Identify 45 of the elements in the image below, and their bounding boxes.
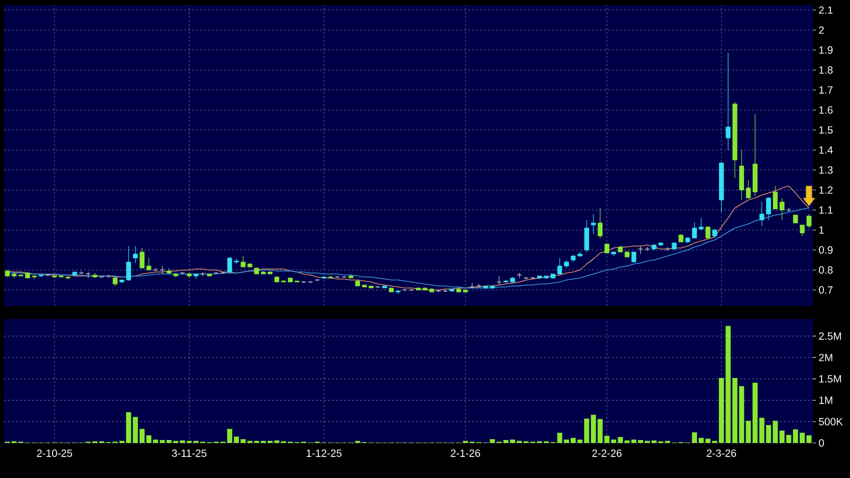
- candlestick: [726, 52, 731, 150]
- y-tick-label: 1: [819, 226, 824, 234]
- y-tick-label: 1.8: [819, 66, 833, 74]
- candlestick: [706, 226, 710, 240]
- candlestick: [598, 208, 603, 238]
- y-tick-label: 2.1: [819, 6, 833, 14]
- x-tick-label: 2-3-26: [706, 450, 736, 457]
- y-tick-label: 1.5: [819, 126, 833, 134]
- x-tick-label: 2-10-25: [37, 450, 72, 457]
- candlestick: [79, 270, 84, 274]
- candlestick: [240, 256, 246, 268]
- x-tick-label: 2-1-26: [450, 450, 480, 457]
- candlestick: [153, 268, 158, 272]
- y-tick-label: 2M: [819, 354, 832, 362]
- y-tick-label: 1.7: [819, 86, 833, 94]
- candlestick: [584, 220, 590, 252]
- candlestick: [665, 246, 670, 252]
- candlestick: [739, 150, 744, 200]
- x-tick-label: 2-2-26: [592, 450, 622, 457]
- candlestick: [591, 214, 596, 234]
- y-tick-label: 0: [818, 439, 824, 447]
- x-tick-label: 1-12-25: [306, 450, 342, 457]
- y-tick-label: 1.4: [819, 146, 833, 154]
- x-tick-label: 3-11-25: [172, 450, 206, 457]
- candlestick: [631, 252, 636, 262]
- candlestick: [132, 246, 138, 264]
- y-tick-label: 0.8: [818, 266, 833, 274]
- y-tick-label: 2.5M: [819, 332, 841, 340]
- y-tick-label: 1.9: [819, 46, 833, 54]
- y-tick-label: 1.6: [819, 106, 833, 114]
- candlestick: [800, 224, 805, 236]
- candlestick: [146, 258, 152, 270]
- y-tick-label: 1.2: [819, 186, 833, 194]
- candlestick: [806, 214, 812, 228]
- y-tick-label: 0.9: [818, 246, 833, 254]
- y-tick-label: 0.7: [818, 286, 833, 294]
- candlestick: [227, 256, 232, 274]
- y-tick-label: 1.1: [819, 206, 833, 214]
- y-tick-label: 500K: [818, 418, 843, 426]
- candlestick: [140, 248, 144, 268]
- y-tick-label: 2: [819, 26, 824, 34]
- candlestick: [638, 246, 643, 254]
- y-tick-label: 1M: [819, 396, 832, 404]
- y-tick-label: 1.3: [819, 166, 833, 174]
- y-tick-label: 1.5M: [819, 375, 841, 383]
